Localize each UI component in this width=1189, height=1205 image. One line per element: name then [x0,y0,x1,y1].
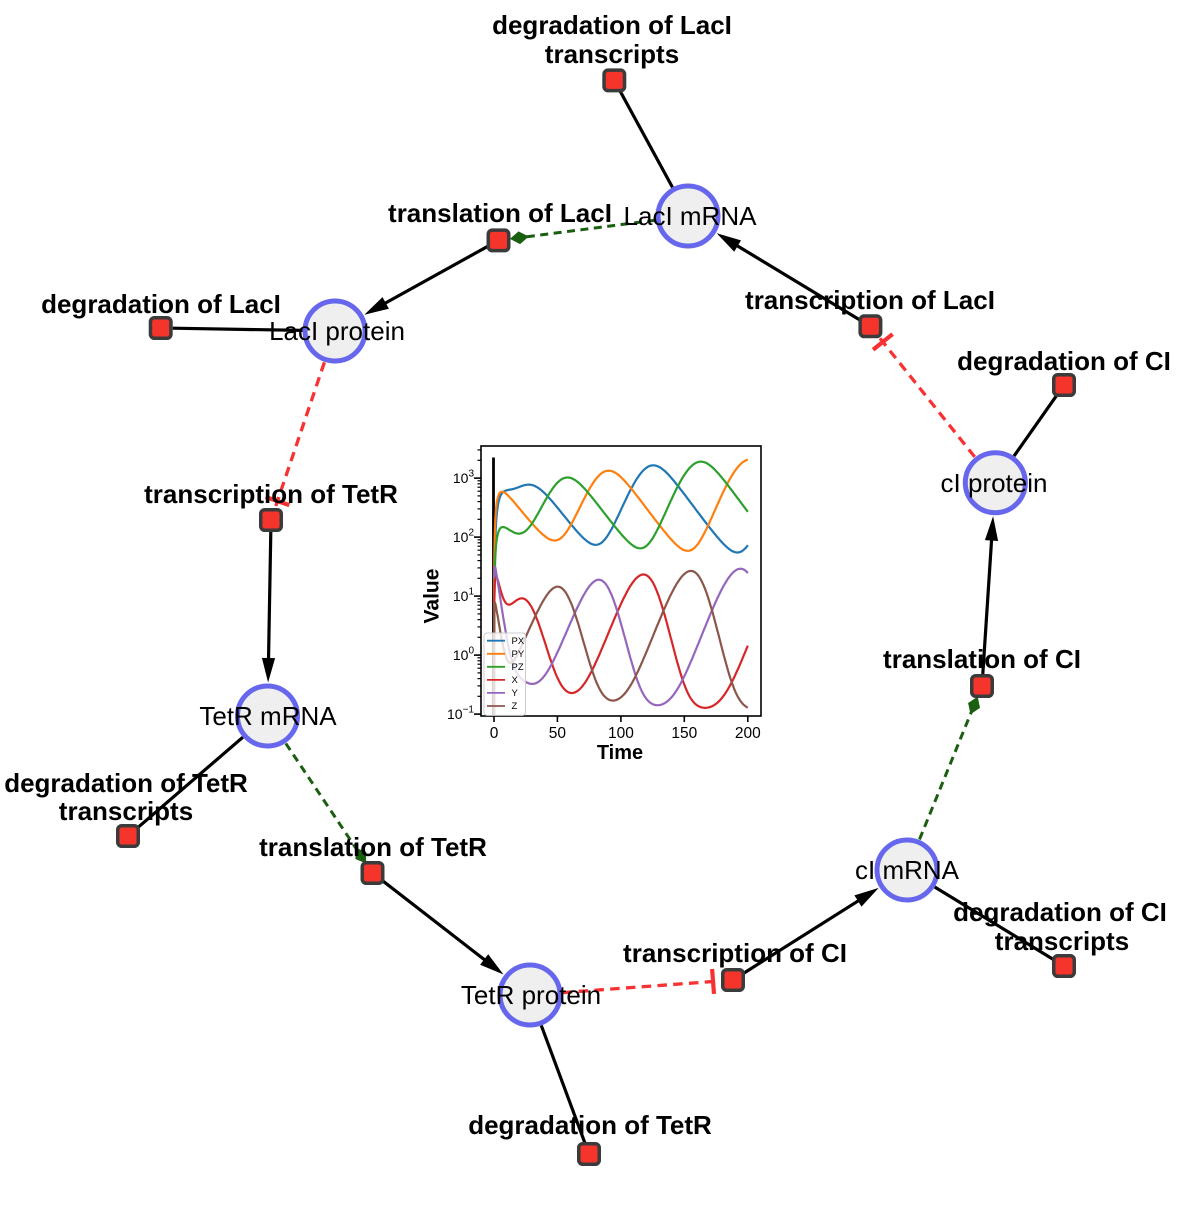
svg-text:PZ: PZ [512,662,524,673]
svg-text:Value: Value [421,569,444,624]
svg-text:TetR protein: TetR protein [461,980,601,1010]
svg-text:PX: PX [512,636,525,647]
svg-text:100: 100 [608,725,634,742]
svg-text:cI mRNA: cI mRNA [855,855,960,885]
svg-text:150: 150 [671,725,697,742]
svg-text:transcription of TetR: transcription of TetR [144,479,398,509]
svg-text:degradation of CI: degradation of CI [953,897,1167,927]
svg-text:LacI mRNA: LacI mRNA [624,201,758,231]
svg-text:transcripts: transcripts [59,796,193,826]
svg-text:Z: Z [512,701,518,712]
svg-text:transcription of LacI: transcription of LacI [745,285,995,315]
svg-text:200: 200 [735,725,761,742]
svg-text:degradation of CI: degradation of CI [957,346,1171,376]
svg-text:degradation of TetR: degradation of TetR [4,768,248,798]
svg-text:transcription of CI: transcription of CI [623,938,847,968]
svg-text:0: 0 [490,725,499,742]
svg-text:degradation of LacI: degradation of LacI [492,10,732,40]
svg-text:translation of LacI: translation of LacI [388,198,612,228]
svg-text:transcripts: transcripts [995,926,1129,956]
svg-text:50: 50 [549,725,567,742]
svg-text:TetR mRNA: TetR mRNA [199,701,337,731]
svg-text:transcripts: transcripts [545,39,679,69]
svg-text:degradation of TetR: degradation of TetR [468,1110,712,1140]
svg-text:Time: Time [597,742,643,764]
svg-text:translation of CI: translation of CI [883,644,1081,674]
svg-text:translation of TetR: translation of TetR [259,832,487,862]
svg-text:X: X [512,675,519,686]
svg-text:degradation of LacI: degradation of LacI [41,289,281,319]
svg-text:PY: PY [512,649,525,660]
svg-text:LacI protein: LacI protein [269,316,405,346]
svg-text:Y: Y [512,688,519,699]
svg-text:cI protein: cI protein [941,468,1048,498]
